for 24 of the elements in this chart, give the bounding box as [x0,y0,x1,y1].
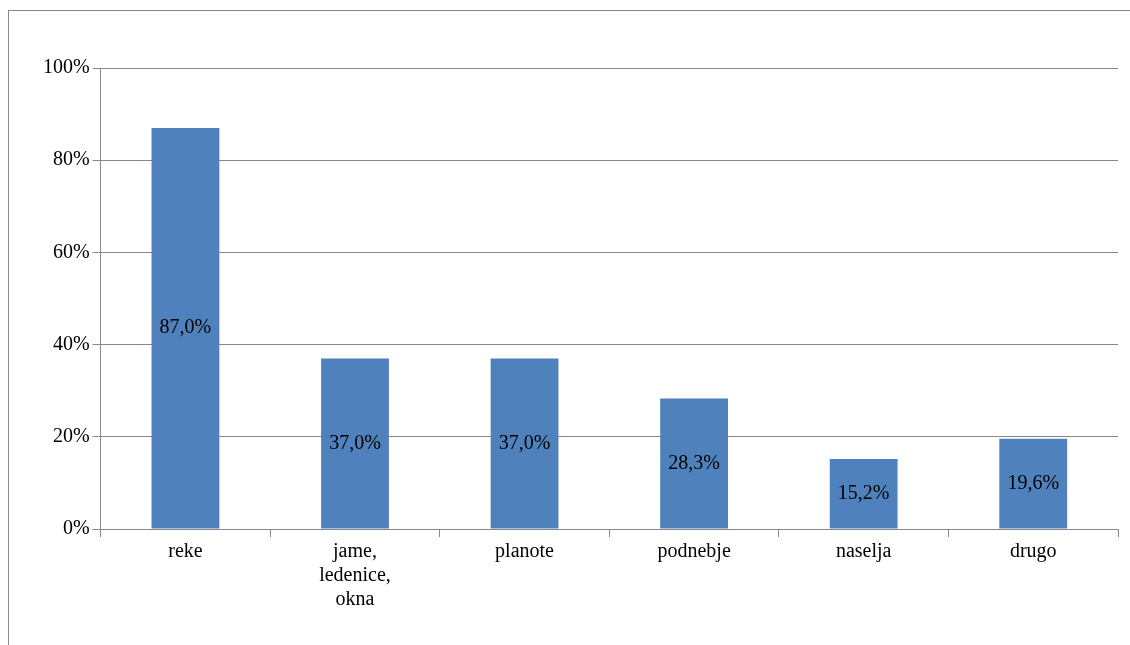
y-tick-label: 80% [52,147,90,170]
y-tick-label: 100% [42,55,90,78]
bar [999,438,1068,529]
data-label: 37,0% [498,430,551,453]
y-tick-label: 0% [62,516,90,539]
y-tick-label: 20% [52,424,90,447]
y-tick-label: 60% [52,239,90,262]
bar [829,458,898,529]
x-tick-label: jame, ledenice, okna [319,539,391,610]
x-tick-label: podnebje [657,539,731,563]
x-tick-label: reke [168,539,203,562]
data-label: 15,2% [837,480,890,503]
x-tick-label: planote [495,539,555,563]
bar [321,358,389,529]
bar [490,358,559,529]
bar [660,398,729,529]
data-label: 19,6% [1007,470,1060,493]
y-tick-label: 40% [52,331,90,354]
bar [151,127,220,529]
x-tick-label: naselja [835,539,892,563]
data-label: 87,0% [159,315,212,338]
data-label: 28,3% [668,450,720,473]
data-label: 37,0% [329,430,381,453]
x-tick-label: drugo [1009,539,1057,563]
